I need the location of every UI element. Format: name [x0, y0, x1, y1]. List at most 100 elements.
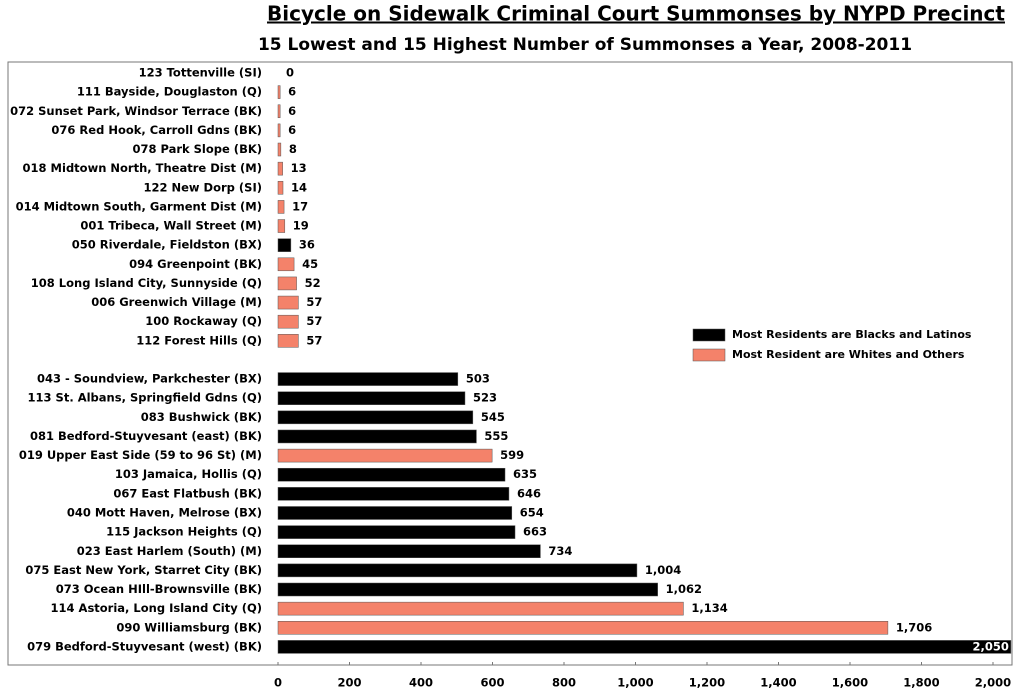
bar	[277, 506, 513, 520]
chart-title: Bicycle on Sidewalk Criminal Court Summo…	[267, 2, 1005, 26]
y-tick-label: 111 Bayside, Douglaston (Q)	[77, 85, 262, 99]
bar	[277, 142, 282, 157]
value-label: 8	[289, 142, 297, 156]
bar	[277, 621, 889, 635]
value-label: 635	[513, 467, 537, 481]
y-tick-label: 123 Tottenville (SI)	[139, 66, 262, 80]
bar	[277, 161, 283, 176]
bar	[277, 640, 1012, 654]
y-tick-label: 019 Upper East Side (59 to 96 St) (M)	[19, 448, 262, 462]
x-tick-label: 200	[337, 676, 361, 690]
bar	[277, 467, 506, 482]
y-tick-label: 108 Long Island City, Sunnyside (Q)	[31, 276, 262, 290]
y-tick-label: 075 East New York, Starret City (BK)	[25, 563, 262, 577]
bar	[277, 334, 299, 348]
value-label: 523	[473, 391, 497, 405]
bar	[277, 85, 281, 99]
y-tick-label: 073 Ocean HIll-Brownsville (BK)	[56, 582, 262, 596]
y-tick-label: 014 Midtown South, Garment Dist (M)	[16, 199, 262, 213]
value-label: 503	[466, 372, 490, 386]
value-label: 14	[291, 180, 307, 194]
value-label: 57	[306, 295, 322, 309]
y-tick-label: 113 St. Albans, Springfield Gdns (Q)	[28, 391, 262, 405]
legend-label: Most Residents are Blacks and Latinos	[732, 328, 972, 341]
bar	[277, 238, 292, 252]
y-tick-label: 072 Sunset Park, Windsor Terrace (BK)	[10, 104, 262, 118]
y-tick-label: 006 Greenwich Village (M)	[91, 295, 262, 309]
value-label: 1,706	[896, 620, 932, 634]
value-label: 555	[484, 429, 508, 443]
bar	[277, 219, 286, 233]
y-tick-label: 078 Park Slope (BK)	[132, 142, 262, 156]
bar	[277, 582, 658, 597]
bar	[277, 487, 510, 501]
y-tick-label: 100 Rockaway (Q)	[145, 314, 262, 328]
y-tick-label: 076 Red Hook, Carroll Gdns (BK)	[51, 123, 262, 137]
x-tick-label: 1,800	[903, 676, 939, 690]
bar	[277, 295, 299, 310]
y-tick-label: 103 Jamaica, Hollis (Q)	[115, 467, 262, 481]
value-label: 0	[286, 66, 294, 80]
value-label: 6	[288, 104, 296, 118]
bar	[277, 601, 684, 616]
bar	[277, 391, 466, 405]
value-label: 57	[306, 314, 322, 328]
bar	[277, 429, 477, 444]
bar	[277, 104, 281, 119]
y-tick-label: 079 Bedford-Stuyvesant (west) (BK)	[27, 639, 262, 653]
bar	[277, 200, 285, 214]
bar	[277, 410, 474, 425]
y-tick-label: 043 - Soundview, Parkchester (BX)	[37, 372, 262, 386]
x-tick-label: 400	[409, 676, 433, 690]
y-tick-label: 001 Tribeca, Wall Street (M)	[80, 219, 262, 233]
x-tick-label: 600	[480, 676, 504, 690]
bar	[277, 276, 297, 291]
y-tick-label: 094 Greenpoint (BK)	[129, 257, 262, 271]
y-tick-label: 115 Jackson Heights (Q)	[106, 525, 262, 539]
x-tick-label: 2,000	[975, 676, 1011, 690]
y-tick-label: 040 Mott Haven, Melrose (BX)	[67, 505, 262, 519]
value-label: 646	[517, 486, 541, 500]
bar	[277, 544, 541, 558]
bar	[277, 257, 295, 272]
bar	[277, 123, 281, 138]
bar	[277, 563, 638, 578]
y-tick-label: 018 Midtown North, Theatre Dist (M)	[23, 161, 262, 175]
y-tick-label: 090 Williamsburg (BK)	[116, 620, 262, 634]
y-tick-label: 023 East Harlem (South) (M)	[77, 544, 262, 558]
x-tick-label: 800	[552, 676, 576, 690]
y-tick-label: 050 Riverdale, Fieldston (BX)	[72, 238, 262, 252]
value-label: 6	[288, 123, 296, 137]
value-label: 52	[305, 276, 321, 290]
legend-swatch	[692, 348, 726, 362]
y-tick-label: 114 Astoria, Long Island City (Q)	[51, 601, 262, 615]
value-label: 36	[299, 238, 315, 252]
y-tick-label: 081 Bedford-Stuyvesant (east) (BK)	[30, 429, 262, 443]
y-tick-label: 112 Forest Hills (Q)	[136, 333, 262, 347]
bar	[277, 181, 284, 195]
value-label: 599	[500, 448, 524, 462]
value-label: 19	[293, 219, 309, 233]
value-label: 663	[523, 525, 547, 539]
x-tick-label: 1,200	[689, 676, 725, 690]
x-tick-label: 1,600	[832, 676, 868, 690]
bar	[277, 314, 299, 329]
value-label: 2,050	[972, 639, 1008, 653]
legend-label: Most Resident are Whites and Others	[732, 348, 965, 361]
legend-swatch	[692, 328, 726, 342]
y-tick-label: 083 Bushwick (BK)	[141, 410, 262, 424]
value-label: 6	[288, 85, 296, 99]
value-label: 1,004	[645, 563, 681, 577]
value-label: 1,062	[666, 582, 702, 596]
value-label: 734	[548, 544, 572, 558]
value-label: 1,134	[691, 601, 727, 615]
bar	[277, 372, 459, 386]
bar	[277, 448, 493, 463]
value-label: 17	[292, 199, 308, 213]
x-tick-label: 0	[274, 676, 282, 690]
value-label: 545	[481, 410, 505, 424]
value-label: 654	[520, 505, 544, 519]
bar	[277, 525, 516, 539]
